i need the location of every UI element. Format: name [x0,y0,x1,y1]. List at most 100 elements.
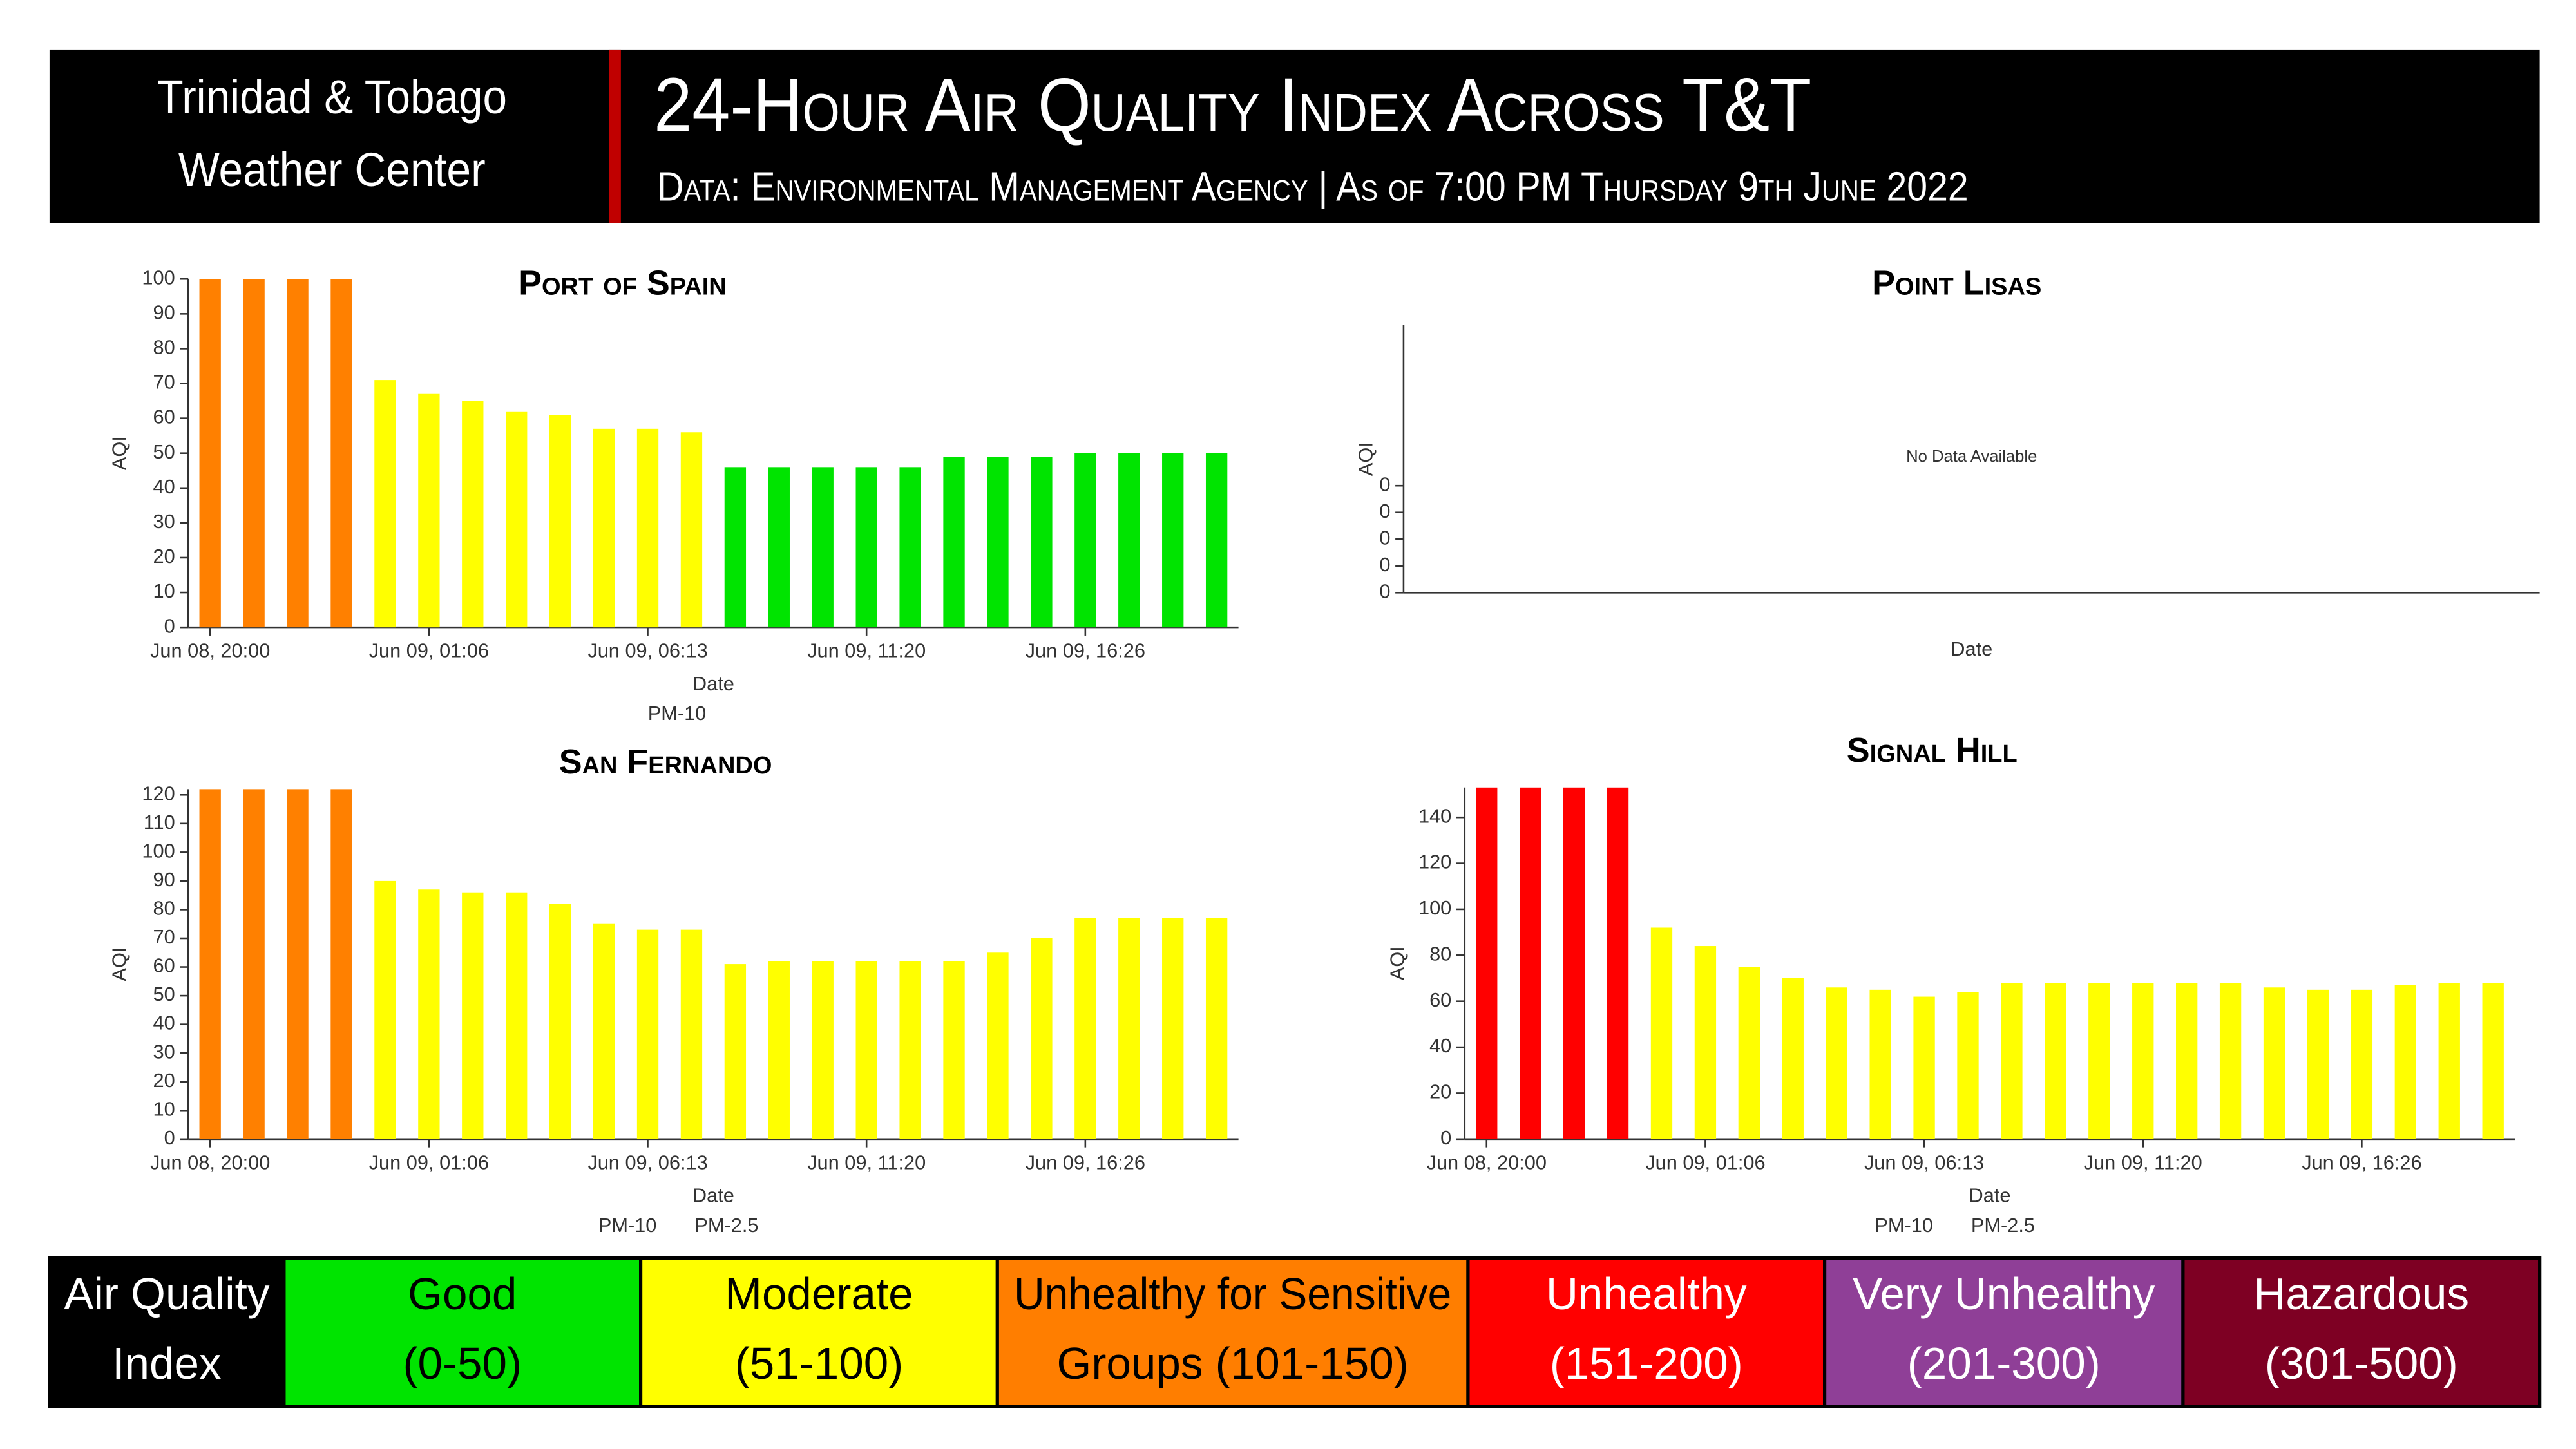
legend-level: (51-100) [735,1338,904,1388]
bar [943,457,965,628]
legend-entry: PM-10 [648,702,707,724]
x-tick-label: Jun 08, 20:00 [150,639,270,662]
bar [593,923,615,1139]
y-tick-label: 110 [144,811,175,833]
bar [2045,983,2066,1139]
bar [1913,996,1935,1139]
legend-level: Moderate [725,1269,913,1319]
bar [812,467,834,628]
bar [1563,787,1585,1139]
x-axis-label: Date [1969,1184,2010,1207]
bar [855,961,877,1139]
chart-title: Port of Spain [519,264,727,303]
x-tick-label: Jun 09, 01:06 [369,1151,489,1173]
legend-cell [49,1258,284,1407]
bar [462,401,484,628]
x-tick-label: Jun 09, 11:20 [807,639,926,662]
bar [1476,787,1498,1139]
chart-title: Point Lisas [1872,264,2041,303]
bar [549,904,571,1139]
chart-title: San Fernando [559,743,772,781]
y-tick-label: 0 [1379,473,1390,495]
y-axis-label: AQI [108,947,130,981]
x-tick-label: Jun 09, 16:26 [2302,1151,2421,1173]
bar [2394,985,2416,1139]
bar [899,467,921,628]
page-subtitle: Data: Environmental Management Agency | … [657,164,1968,210]
bar [1782,978,1804,1139]
header-bar [49,49,2540,223]
bar [374,880,396,1139]
bar [243,279,265,628]
bar [724,467,747,628]
bar [1520,787,1541,1139]
bar [1650,927,1673,1139]
y-tick-label: 60 [1429,989,1451,1011]
y-tick-label: 80 [1429,942,1451,965]
bar [199,789,221,1139]
legend-label: Index [112,1338,221,1388]
y-tick-label: 40 [153,475,175,498]
y-tick-label: 50 [153,440,175,463]
bar [287,789,309,1139]
bar [418,393,440,628]
bar [1957,992,1979,1139]
y-tick-label: 10 [153,580,175,602]
bar [330,279,352,628]
bar [1205,453,1228,628]
legend-level: Groups (101-150) [1057,1338,1409,1388]
bar [2132,983,2154,1139]
x-tick-label: Jun 09, 01:06 [1645,1151,1765,1173]
y-tick-label: 10 [153,1097,175,1120]
y-tick-label: 100 [1418,896,1451,919]
bar [2438,983,2460,1139]
bar [199,279,221,628]
bar [1607,787,1629,1139]
bar [593,428,615,628]
legend-entry: PM-2.5 [1971,1214,2035,1236]
bar [2001,983,2023,1139]
legend-level: (151-200) [1550,1338,1743,1388]
legend-cell [995,1256,1470,1408]
legend-level: Unhealthy for Sensitive [1014,1269,1451,1319]
x-tick-label: Jun 09, 06:13 [1864,1151,1984,1173]
legend-entry: PM-10 [1875,1214,1933,1236]
x-tick-label: Jun 09, 06:13 [587,639,707,662]
y-tick-label: 30 [153,1040,175,1063]
bar [636,929,659,1139]
y-tick-label: 100 [142,266,175,289]
legend-entry: PM-10 [598,1214,657,1236]
bar [506,892,528,1139]
bar [2351,989,2373,1139]
bar [1162,918,1184,1139]
bar [899,961,921,1139]
y-tick-label: 0 [1379,553,1390,576]
bar [549,415,571,628]
bar [462,892,484,1139]
bar [680,432,703,628]
x-tick-label: Jun 09, 11:20 [807,1151,926,1173]
bar [1074,453,1096,628]
legend-frame [48,1256,2542,1408]
bar [1031,938,1053,1139]
bar [1162,453,1184,628]
annotation: No Data Available [1906,448,2037,466]
org-name: Trinidad & Tobago [157,70,507,124]
bar [855,467,877,628]
legend-level: (301-500) [2265,1338,2458,1388]
x-tick-label: Jun 08, 20:00 [150,1151,270,1173]
bar [2263,987,2285,1139]
y-tick-label: 0 [164,614,175,637]
bar [1826,987,1847,1139]
y-tick-label: 0 [1379,526,1390,549]
y-tick-label: 120 [142,782,175,804]
bar [768,961,790,1139]
org-name: Weather Center [178,143,486,196]
y-axis-label: AQI [1386,946,1408,980]
y-tick-label: 60 [153,406,175,428]
x-tick-label: Jun 09, 11:20 [2084,1151,2202,1173]
y-axis-label: AQI [1355,442,1377,476]
bar [1031,457,1053,628]
